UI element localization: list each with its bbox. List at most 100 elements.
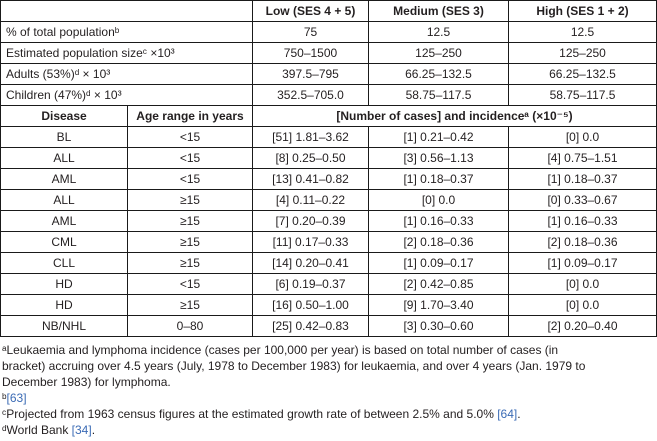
cell-high: [0] 0.0 — [508, 294, 657, 316]
cell-medium: [2] 0.42–0.85 — [368, 273, 509, 295]
cell-medium: [3] 0.30–0.60 — [368, 315, 509, 337]
footnote-b-marker: ᵇ — [2, 391, 7, 405]
row-label: Estimated population sizeᶜ ×10³ — [0, 42, 253, 64]
citation-link-63[interactable]: [63] — [6, 391, 27, 405]
cell-medium: 125–250 — [368, 42, 509, 64]
cell-high: [1] 0.18–0.37 — [508, 168, 657, 190]
cell-low: 750–1500 — [252, 42, 369, 64]
table-row-cml-over15: CML ≥15 [11] 0.17–0.33 [2] 0.18–0.36 [2]… — [0, 231, 657, 253]
row-label: % of total populationᵇ — [0, 21, 253, 43]
cell-disease: ALL — [0, 147, 128, 169]
corner-cell — [0, 0, 253, 22]
cell-age-range: <15 — [127, 147, 253, 169]
cell-high: [0] 0.0 — [508, 273, 657, 295]
cell-low: [51] 1.81–3.62 — [252, 126, 369, 148]
cell-disease: ALL — [0, 189, 128, 211]
cell-disease: AML — [0, 168, 128, 190]
cell-high: 12.5 — [508, 21, 657, 43]
table-row-disease-header: Disease Age range in years [Number of ca… — [0, 105, 657, 127]
cell-medium: 12.5 — [368, 21, 509, 43]
cell-medium: [1] 0.18–0.37 — [368, 168, 509, 190]
footnote-d-text: ᵈWorld Bank — [2, 423, 72, 437]
cell-low: [4] 0.11–0.22 — [252, 189, 369, 211]
table-row-bl-under15: BL <15 [51] 1.81–3.62 [1] 0.21–0.42 [0] … — [0, 126, 657, 148]
cell-high: [0] 0.33–0.67 — [508, 189, 657, 211]
cell-age-range: <15 — [127, 168, 253, 190]
cell-disease: AML — [0, 210, 128, 232]
footnote-c: ᶜProjected from 1963 census figures at t… — [2, 406, 622, 422]
cell-age-range: <15 — [127, 273, 253, 295]
cell-high: 66.25–132.5 — [508, 63, 657, 85]
table-row-ses-header: Low (SES 4 + 5) Medium (SES 3) High (SES… — [0, 0, 657, 22]
footnote-d-period: . — [91, 423, 96, 437]
table-row-adults: Adults (53%)ᵈ × 10³ 397.5–795 66.25–132.… — [0, 63, 657, 85]
row-label: Children (47%)ᵈ × 10³ — [0, 84, 253, 106]
table-row-aml-under15: AML <15 [13] 0.41–0.82 [1] 0.18–0.37 [1]… — [0, 168, 657, 190]
ses-incidence-table: Low (SES 4 + 5) Medium (SES 3) High (SES… — [0, 0, 657, 337]
cell-low: 75 — [252, 21, 369, 43]
cell-high: [1] 0.16–0.33 — [508, 210, 657, 232]
cell-low: [16] 0.50–1.00 — [252, 294, 369, 316]
cell-low: [11] 0.17–0.33 — [252, 231, 369, 253]
column-header-cases-incidence: [Number of cases] and incidenceᵃ (×10⁻⁵) — [252, 105, 657, 127]
table-row-hd-over15: HD ≥15 [16] 0.50–1.00 [9] 1.70–3.40 [0] … — [0, 294, 657, 316]
column-header-medium: Medium (SES 3) — [368, 0, 509, 22]
column-header-high: High (SES 1 + 2) — [508, 0, 657, 22]
cell-medium: [1] 0.09–0.17 — [368, 252, 509, 274]
cell-high: [1] 0.09–0.17 — [508, 252, 657, 274]
cell-low: [6] 0.19–0.37 — [252, 273, 369, 295]
footnote-a: ᵃLeukaemia and lymphoma incidence (cases… — [2, 343, 586, 389]
table-row-hd-under15: HD <15 [6] 0.19–0.37 [2] 0.42–0.85 [0] 0… — [0, 273, 657, 295]
cell-disease: CML — [0, 231, 128, 253]
footnote-d: ᵈWorld Bank [34]. — [2, 422, 622, 438]
cell-disease: CLL — [0, 252, 128, 274]
cell-high: [4] 0.75–1.51 — [508, 147, 657, 169]
cell-low: [13] 0.41–0.82 — [252, 168, 369, 190]
cell-high: [2] 0.18–0.36 — [508, 231, 657, 253]
cell-medium: [9] 1.70–3.40 — [368, 294, 509, 316]
cell-low: [7] 0.20–0.39 — [252, 210, 369, 232]
footnote-b: ᵇ[63] — [2, 390, 622, 406]
table-row-all-over15: ALL ≥15 [4] 0.11–0.22 [0] 0.0 [0] 0.33–0… — [0, 189, 657, 211]
cell-medium: [2] 0.18–0.36 — [368, 231, 509, 253]
cell-low: [14] 0.20–0.41 — [252, 252, 369, 274]
cell-medium: [1] 0.16–0.33 — [368, 210, 509, 232]
cell-low: [25] 0.42–0.83 — [252, 315, 369, 337]
cell-medium: [3] 0.56–1.13 — [368, 147, 509, 169]
cell-low: [8] 0.25–0.50 — [252, 147, 369, 169]
cell-age-range: 0–80 — [127, 315, 253, 337]
cell-disease: HD — [0, 273, 128, 295]
citation-link-64[interactable]: [64] — [497, 407, 518, 421]
row-label: Adults (53%)ᵈ × 10³ — [0, 63, 253, 85]
cell-high: 58.75–117.5 — [508, 84, 657, 106]
table-row-children: Children (47%)ᵈ × 10³ 352.5–705.0 58.75–… — [0, 84, 657, 106]
cell-age-range: ≥15 — [127, 294, 253, 316]
cell-age-range: ≥15 — [127, 210, 253, 232]
cell-age-range: ≥15 — [127, 189, 253, 211]
column-header-disease: Disease — [0, 105, 128, 127]
cell-low: 397.5–795 — [252, 63, 369, 85]
cell-medium: 66.25–132.5 — [368, 63, 509, 85]
footnotes-block: ᵃLeukaemia and lymphoma incidence (cases… — [0, 337, 624, 438]
cell-medium: [0] 0.0 — [368, 189, 509, 211]
table-row-population-size: Estimated population sizeᶜ ×10³ 750–1500… — [0, 42, 657, 64]
cell-disease: NB/NHL — [0, 315, 128, 337]
footnote-c-text: ᶜProjected from 1963 census figures at t… — [2, 407, 498, 421]
cell-high: [2] 0.20–0.40 — [508, 315, 657, 337]
cell-high: 125–250 — [508, 42, 657, 64]
table-row-percent-population: % of total populationᵇ 75 12.5 12.5 — [0, 21, 657, 43]
cell-medium: [1] 0.21–0.42 — [368, 126, 509, 148]
cell-disease: HD — [0, 294, 128, 316]
cell-medium: 58.75–117.5 — [368, 84, 509, 106]
cell-low: 352.5–705.0 — [252, 84, 369, 106]
cell-age-range: <15 — [127, 126, 253, 148]
cell-high: [0] 0.0 — [508, 126, 657, 148]
column-header-low: Low (SES 4 + 5) — [252, 0, 369, 22]
cell-age-range: ≥15 — [127, 231, 253, 253]
table-row-all-under15: ALL <15 [8] 0.25–0.50 [3] 0.56–1.13 [4] … — [0, 147, 657, 169]
citation-link-34[interactable]: [34] — [71, 423, 92, 437]
table-row-nbnhl: NB/NHL 0–80 [25] 0.42–0.83 [3] 0.30–0.60… — [0, 315, 657, 337]
column-header-age-range: Age range in years — [127, 105, 253, 127]
footnote-c-period: . — [517, 407, 521, 421]
table-row-cll-over15: CLL ≥15 [14] 0.20–0.41 [1] 0.09–0.17 [1]… — [0, 252, 657, 274]
